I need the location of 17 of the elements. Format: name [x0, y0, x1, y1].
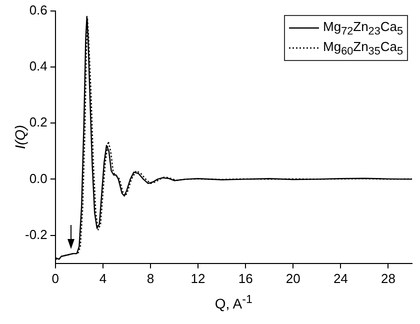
- x-tick-label: 0: [52, 270, 60, 286]
- x-tick-label: 16: [238, 270, 253, 286]
- x-tick-label: 12: [190, 270, 206, 286]
- x-tick-label: 4: [99, 270, 107, 286]
- legend-label: Mg$_{60}$Zn$_{35}$Ca$_{5}$: [323, 38, 403, 58]
- y-tick-label: -0.2: [24, 226, 48, 242]
- y-tick-label: 0.0: [29, 170, 48, 186]
- legend-label: Mg$_{72}$Zn$_{23}$Ca$_{5}$: [323, 18, 403, 38]
- x-tick-label: 28: [380, 270, 396, 286]
- y-tick-label: 0.4: [29, 58, 48, 74]
- x-tick-label: 24: [333, 270, 348, 286]
- x-tick-label: 8: [146, 270, 154, 286]
- x-axis-title: Q, A$^{-1}$: [214, 293, 254, 312]
- x-tick-label: 20: [286, 270, 300, 286]
- y-axis-title: I(Q): [12, 125, 28, 150]
- y-tick-label: 0.6: [29, 2, 48, 18]
- y-tick-label: 0.2: [29, 114, 48, 130]
